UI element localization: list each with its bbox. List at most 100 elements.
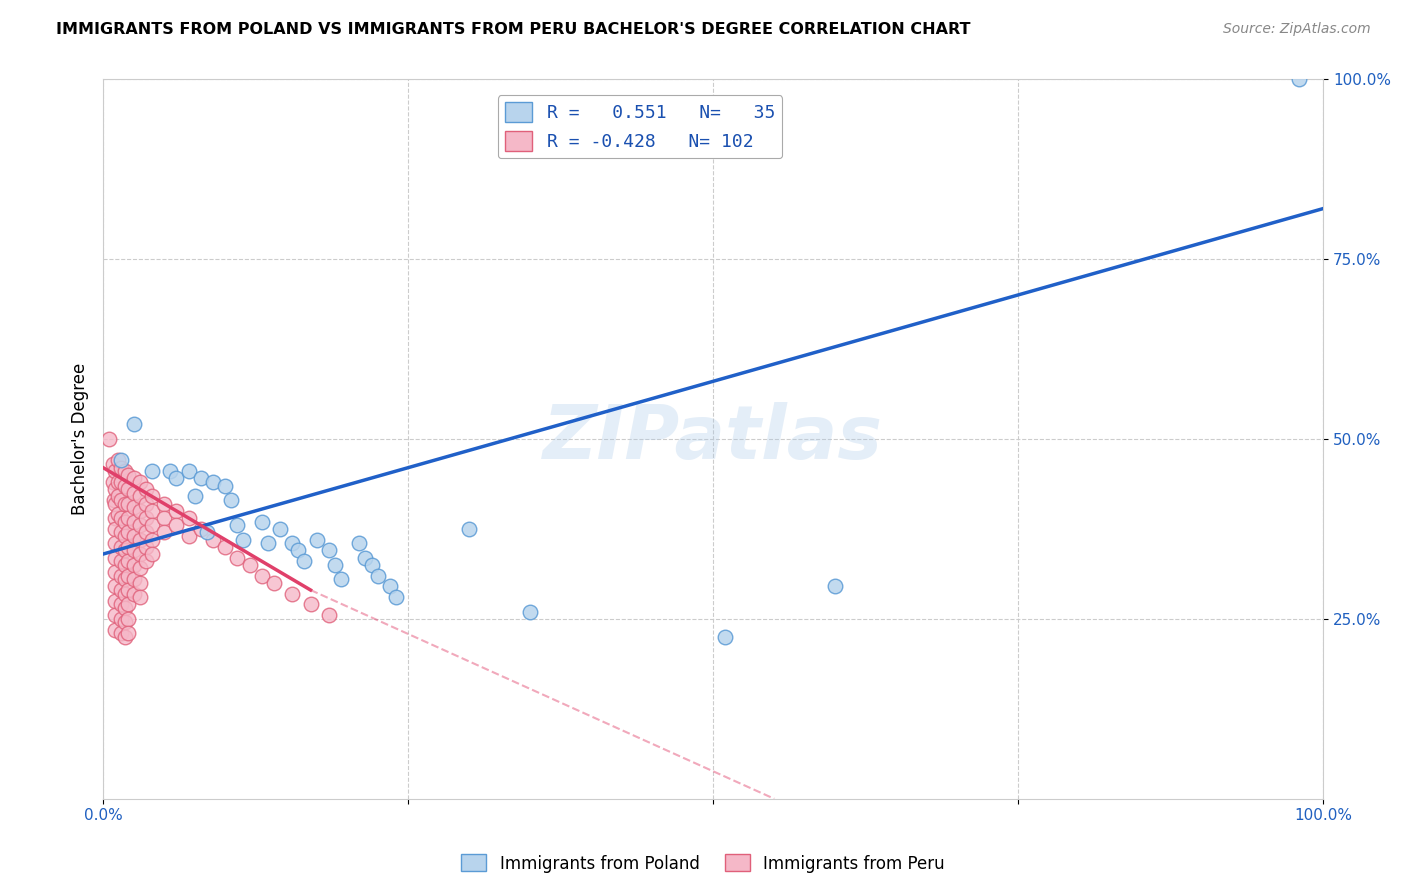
Point	[153, 511, 176, 525]
Point	[281, 586, 304, 600]
Point	[214, 540, 236, 554]
Point	[104, 511, 127, 525]
Point	[299, 598, 322, 612]
Legend: R =   0.551   N=   35, R = -0.428   N= 102: R = 0.551 N= 35, R = -0.428 N= 102	[498, 95, 782, 159]
Point	[360, 558, 382, 572]
Point	[250, 568, 273, 582]
Point	[323, 558, 346, 572]
Point	[141, 504, 163, 518]
Point	[107, 475, 129, 489]
Point	[114, 529, 136, 543]
Point	[183, 490, 205, 504]
Point	[107, 508, 129, 522]
Point	[128, 533, 150, 547]
Point	[110, 511, 132, 525]
Point	[104, 482, 127, 496]
Point	[122, 529, 145, 543]
Point	[101, 475, 124, 489]
Point	[103, 493, 125, 508]
Point	[354, 550, 377, 565]
Point	[117, 598, 139, 612]
Point	[141, 464, 163, 478]
Point	[104, 594, 127, 608]
Point	[107, 453, 129, 467]
Point	[135, 554, 157, 568]
Point	[367, 568, 389, 582]
Point	[104, 464, 127, 478]
Point	[378, 579, 401, 593]
Point	[141, 547, 163, 561]
Point	[104, 522, 127, 536]
Point	[195, 525, 218, 540]
Point	[294, 554, 316, 568]
Point	[110, 493, 132, 508]
Point	[122, 515, 145, 529]
Point	[349, 536, 371, 550]
Point	[177, 529, 200, 543]
Point	[135, 511, 157, 525]
Point	[190, 471, 212, 485]
Point	[110, 568, 132, 582]
Point	[714, 630, 737, 644]
Point	[110, 525, 132, 540]
Point	[107, 490, 129, 504]
Point	[141, 490, 163, 504]
Point	[117, 540, 139, 554]
Point	[201, 533, 224, 547]
Point	[114, 601, 136, 615]
Point	[226, 550, 249, 565]
Point	[122, 572, 145, 586]
Y-axis label: Bachelor's Degree: Bachelor's Degree	[72, 363, 89, 515]
Point	[141, 533, 163, 547]
Point	[250, 515, 273, 529]
Point	[263, 575, 285, 590]
Point	[190, 522, 212, 536]
Point	[318, 608, 340, 623]
Point	[117, 525, 139, 540]
Point	[122, 543, 145, 558]
Point	[128, 591, 150, 605]
Point	[1288, 72, 1310, 87]
Point	[114, 630, 136, 644]
Point	[110, 626, 132, 640]
Point	[122, 586, 145, 600]
Point	[101, 457, 124, 471]
Point	[135, 482, 157, 496]
Point	[114, 464, 136, 478]
Point	[104, 536, 127, 550]
Point	[269, 522, 291, 536]
Point	[110, 554, 132, 568]
Point	[110, 598, 132, 612]
Point	[281, 536, 304, 550]
Point	[238, 558, 260, 572]
Point	[104, 623, 127, 637]
Point	[117, 497, 139, 511]
Point	[141, 518, 163, 533]
Point	[110, 460, 132, 475]
Point	[318, 543, 340, 558]
Legend: Immigrants from Poland, Immigrants from Peru: Immigrants from Poland, Immigrants from …	[454, 847, 952, 880]
Point	[122, 500, 145, 515]
Point	[232, 533, 254, 547]
Point	[122, 417, 145, 432]
Point	[219, 493, 242, 508]
Point	[458, 522, 481, 536]
Point	[117, 482, 139, 496]
Point	[177, 464, 200, 478]
Point	[122, 486, 145, 500]
Point	[135, 525, 157, 540]
Point	[201, 475, 224, 489]
Point	[153, 497, 176, 511]
Point	[177, 511, 200, 525]
Point	[114, 543, 136, 558]
Point	[110, 540, 132, 554]
Point	[824, 579, 846, 593]
Point	[214, 478, 236, 492]
Point	[128, 561, 150, 575]
Point	[226, 518, 249, 533]
Point	[128, 490, 150, 504]
Point	[110, 612, 132, 626]
Point	[117, 554, 139, 568]
Text: ZIPatlas: ZIPatlas	[543, 402, 883, 475]
Point	[165, 518, 187, 533]
